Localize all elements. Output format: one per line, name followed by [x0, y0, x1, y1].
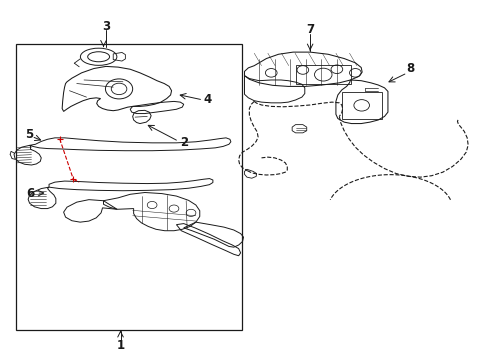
Text: 8: 8 — [406, 62, 414, 75]
Text: 6: 6 — [26, 187, 35, 200]
Text: 4: 4 — [203, 94, 212, 107]
Text: 1: 1 — [116, 338, 124, 351]
Text: 3: 3 — [102, 20, 110, 33]
Bar — [341, 92, 381, 118]
Text: 5: 5 — [25, 128, 34, 141]
Bar — [295, 64, 351, 84]
Text: 2: 2 — [179, 136, 187, 149]
Bar — [16, 44, 242, 330]
Text: 7: 7 — [305, 23, 314, 36]
